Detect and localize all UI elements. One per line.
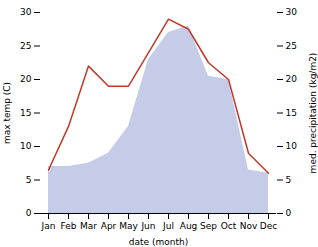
svg-text:Jan: Jan [41, 221, 56, 231]
svg-text:25: 25 [286, 41, 297, 51]
svg-text:Oct: Oct [221, 221, 237, 231]
svg-text:Jun: Jun [140, 221, 155, 231]
svg-text:10: 10 [20, 141, 32, 151]
svg-text:10: 10 [286, 141, 298, 151]
svg-text:15: 15 [286, 108, 297, 118]
svg-text:25: 25 [20, 41, 31, 51]
svg-text:Nov: Nov [240, 221, 258, 231]
svg-text:Dec: Dec [260, 221, 277, 231]
svg-text:0: 0 [26, 208, 32, 218]
svg-text:Aug: Aug [180, 221, 198, 231]
svg-text:15: 15 [20, 108, 31, 118]
svg-text:Sep: Sep [200, 221, 217, 231]
svg-text:30: 30 [286, 7, 298, 17]
svg-text:30: 30 [20, 7, 32, 17]
svg-text:date (month): date (month) [129, 237, 188, 247]
svg-text:med. precipitation (kg/m2): med. precipitation (kg/m2) [308, 53, 318, 174]
svg-text:20: 20 [286, 74, 298, 84]
svg-text:Apr: Apr [101, 221, 117, 231]
svg-text:May: May [119, 221, 138, 231]
svg-text:max temp (C): max temp (C) [2, 82, 12, 144]
svg-text:20: 20 [20, 74, 32, 84]
svg-text:Jul: Jul [162, 221, 174, 231]
svg-text:5: 5 [26, 175, 32, 185]
svg-text:5: 5 [286, 175, 292, 185]
svg-text:Feb: Feb [61, 221, 77, 231]
svg-text:0: 0 [286, 208, 292, 218]
svg-text:Mar: Mar [80, 221, 97, 231]
